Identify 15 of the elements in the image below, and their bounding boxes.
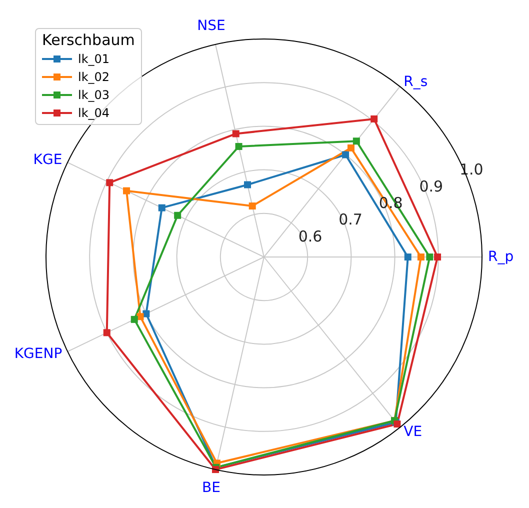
legend-label: lk_01 (78, 51, 110, 68)
spoke-label: R_s (404, 74, 428, 90)
spoke-label: R_p (488, 249, 514, 265)
legend-title: Kerschbaum (42, 31, 135, 49)
spoke-label: KGE (33, 152, 62, 168)
spoke-label: NSE (197, 18, 226, 34)
legend-label: lk_02 (78, 69, 110, 86)
spoke-label: VE (404, 424, 422, 440)
legend-label: lk_03 (78, 87, 110, 104)
y-tick-label: 0.9 (419, 177, 444, 196)
legend-label: lk_04 (78, 105, 110, 122)
spoke-label: BE (202, 480, 220, 496)
spoke-label: KGENP (14, 346, 62, 362)
y-tick-label: 0.6 (298, 227, 322, 246)
y-tick-label: 0.7 (338, 210, 362, 229)
